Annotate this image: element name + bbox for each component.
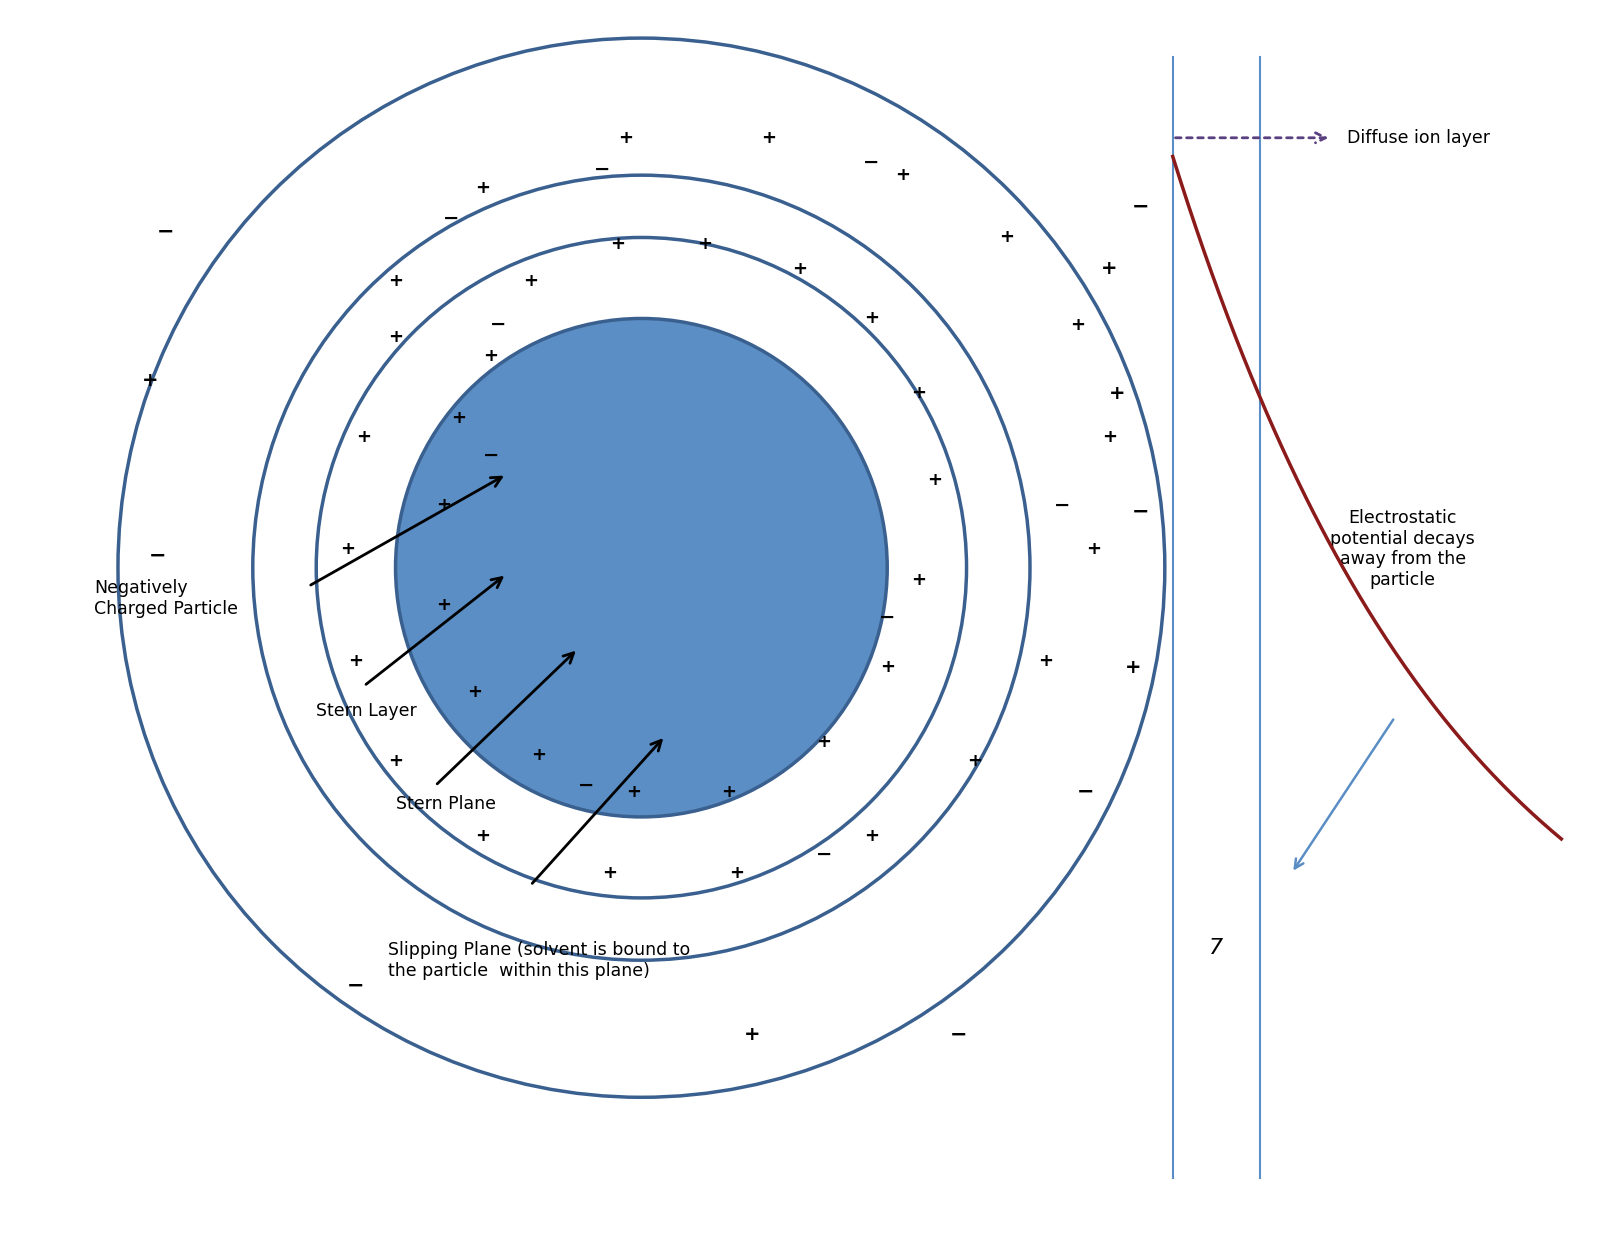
- Text: +: +: [389, 272, 403, 290]
- Text: +: +: [141, 372, 158, 391]
- Text: 7: 7: [1208, 937, 1222, 958]
- Text: +: +: [1125, 658, 1141, 677]
- Text: −: −: [149, 546, 166, 566]
- Text: −: −: [347, 975, 365, 995]
- Text: +: +: [435, 496, 451, 514]
- Text: +: +: [475, 827, 490, 844]
- Text: +: +: [389, 328, 403, 347]
- Text: +: +: [349, 653, 363, 670]
- Text: −: −: [878, 609, 896, 627]
- Text: +: +: [483, 346, 498, 365]
- Text: −: −: [491, 315, 507, 334]
- Text: +: +: [610, 234, 626, 253]
- Ellipse shape: [395, 319, 888, 816]
- Text: +: +: [912, 571, 926, 590]
- Text: +: +: [523, 272, 538, 290]
- Text: +: +: [435, 596, 451, 614]
- Text: +: +: [730, 864, 744, 882]
- Text: +: +: [357, 428, 371, 446]
- Text: Diffuse ion layer: Diffuse ion layer: [1347, 129, 1490, 146]
- Text: Stern Plane: Stern Plane: [395, 795, 496, 814]
- Text: +: +: [928, 471, 942, 489]
- Text: +: +: [792, 260, 808, 277]
- Text: +: +: [966, 752, 982, 770]
- Text: −: −: [594, 160, 610, 179]
- Text: +: +: [1109, 384, 1125, 403]
- Text: +: +: [618, 129, 634, 146]
- Text: +: +: [531, 746, 546, 764]
- Text: +: +: [1070, 316, 1085, 334]
- Text: −: −: [1077, 782, 1094, 803]
- Text: +: +: [760, 129, 776, 146]
- Text: −: −: [862, 154, 880, 173]
- Text: −: −: [816, 844, 832, 864]
- Text: +: +: [1086, 541, 1101, 558]
- Text: +: +: [389, 752, 403, 770]
- Text: −: −: [1133, 501, 1150, 522]
- Text: −: −: [483, 446, 499, 465]
- Text: −: −: [157, 222, 174, 241]
- Text: +: +: [880, 659, 894, 677]
- Text: −: −: [578, 776, 594, 795]
- Text: +: +: [1101, 260, 1117, 278]
- Text: Slipping Plane (solvent is bound to
the particle  within this plane): Slipping Plane (solvent is bound to the …: [387, 941, 690, 979]
- Text: +: +: [1038, 653, 1053, 670]
- Text: +: +: [896, 166, 910, 184]
- Text: +: +: [602, 864, 618, 882]
- Text: −: −: [443, 209, 459, 228]
- Text: +: +: [744, 1026, 760, 1045]
- Text: +: +: [451, 410, 467, 427]
- Text: −: −: [950, 1024, 968, 1045]
- Text: +: +: [864, 827, 878, 844]
- Text: −: −: [1133, 197, 1150, 217]
- Text: +: +: [698, 234, 712, 253]
- Text: Negatively
Charged Particle: Negatively Charged Particle: [94, 580, 238, 619]
- Text: −: −: [1053, 496, 1070, 515]
- Text: +: +: [816, 733, 832, 751]
- Text: Stern Layer: Stern Layer: [317, 702, 418, 719]
- Text: +: +: [475, 179, 490, 197]
- Text: +: +: [722, 782, 736, 801]
- Text: +: +: [1102, 428, 1117, 446]
- Text: +: +: [998, 228, 1014, 247]
- Text: +: +: [341, 541, 355, 558]
- Text: +: +: [467, 683, 482, 702]
- Text: +: +: [864, 310, 878, 328]
- Text: +: +: [912, 384, 926, 402]
- Text: +: +: [626, 782, 642, 801]
- Text: Electrostatic
potential decays
away from the
particle: Electrostatic potential decays away from…: [1330, 509, 1475, 590]
